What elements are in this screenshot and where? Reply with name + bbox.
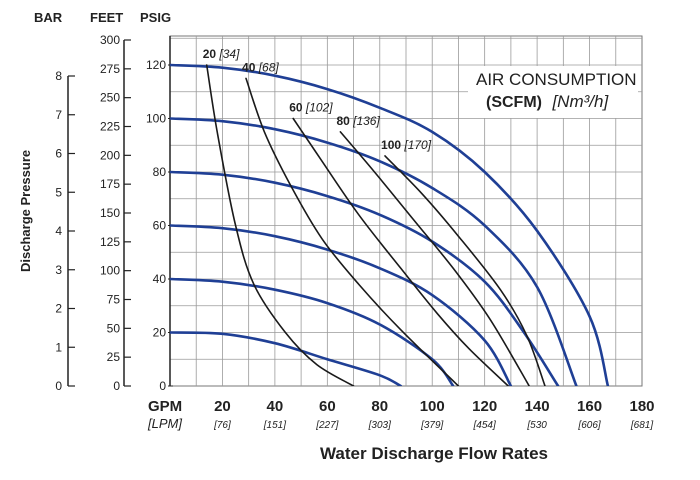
- bar-tick-label: 2: [55, 302, 62, 316]
- psig-tick-label: 40: [153, 272, 167, 286]
- x-tick-label: 120: [472, 398, 497, 415]
- feet-tick-label: 125: [100, 235, 120, 249]
- bar-tick-label: 6: [55, 147, 62, 161]
- psig-tick-label: 0: [159, 379, 166, 393]
- x-tick-label: 160: [577, 398, 602, 415]
- psig-tick-label: 20: [153, 326, 167, 340]
- feet-tick-label: 275: [100, 62, 120, 76]
- feet-axis-header: FEET: [90, 10, 123, 25]
- chart-title-line1: AIR CONSUMPTION: [476, 70, 637, 89]
- chart-title-line2: (SCFM) [Nm³/h]: [486, 92, 609, 111]
- psig-tick-label: 80: [153, 165, 167, 179]
- feet-tick-label: 25: [107, 350, 121, 364]
- x-axis-label: Water Discharge Flow Rates: [320, 444, 548, 463]
- x-tick-label: 60: [319, 398, 336, 415]
- x-tick-alt-label: [606]: [577, 420, 600, 431]
- air-curve-20-scfm: [205, 64, 355, 386]
- x-tick-label: 20: [214, 398, 231, 415]
- x-tick-alt-label: [454]: [473, 420, 496, 431]
- psig-tick-label: 120: [146, 58, 166, 72]
- bar-tick-label: 8: [55, 69, 62, 83]
- bar-tick-label: 0: [55, 379, 62, 393]
- air-curve-label: 20 [34]: [203, 47, 240, 61]
- pressure-curve-2: [170, 170, 560, 386]
- air-curve-40-scfm: [245, 77, 460, 386]
- air-curve-80-scfm: [339, 131, 530, 386]
- psig-tick-label: 100: [146, 112, 166, 126]
- psig-tick-label: 60: [153, 219, 167, 233]
- air-curve-60-scfm: [292, 117, 510, 386]
- feet-tick-label: 50: [107, 321, 121, 335]
- feet-tick-label: 200: [100, 148, 120, 162]
- feet-tick-label: 75: [107, 293, 121, 307]
- air-curve-label: 100 [170]: [381, 138, 432, 152]
- feet-tick-label: 150: [100, 206, 120, 220]
- x-tick-alt-label: [379]: [420, 420, 443, 431]
- curves-layer: [170, 63, 610, 386]
- x-tick-alt-label: [303]: [368, 420, 391, 431]
- bar-tick-label: 5: [55, 185, 62, 199]
- air-curve-labels: 20 [34]40 [68] 60 [102]80 [136]100 [170]: [203, 47, 432, 152]
- x-tick-label: 140: [525, 398, 550, 415]
- x-tick-alt-label: [530: [526, 420, 547, 431]
- bar-tick-label: 7: [55, 108, 62, 122]
- bar-tick-label: 3: [55, 263, 62, 277]
- x-tick-alt-label: [681]: [630, 420, 653, 431]
- feet-tick-label: 175: [100, 177, 120, 191]
- y-axis-label: Discharge Pressure: [18, 150, 33, 272]
- feet-tick-label: 250: [100, 91, 120, 105]
- x-tick-alt-label: [76]: [213, 420, 231, 431]
- bar-tick-label: 4: [55, 224, 62, 238]
- title-backdrop: [468, 66, 638, 118]
- pressure-curve-3: [170, 224, 513, 386]
- pressure-curve-0: [170, 63, 610, 386]
- air-curve-label: 40 [68]: [242, 60, 279, 74]
- x-tick-label: 40: [267, 398, 284, 415]
- x-tick-alt-label: [151]: [263, 420, 286, 431]
- axes: 0204060801001200255075100125150175200225…: [55, 33, 654, 431]
- x-unit-alt-label: [LPM]: [147, 416, 182, 431]
- feet-tick-label: 225: [100, 120, 120, 134]
- chart-title-bold: (SCFM): [486, 94, 542, 111]
- air-curve-label: 60 [102]: [289, 101, 333, 115]
- feet-tick-label: 0: [113, 379, 120, 393]
- psig-axis-header: PSIG: [140, 10, 171, 25]
- x-tick-label: 180: [629, 398, 654, 415]
- feet-tick-label: 300: [100, 33, 120, 47]
- x-unit-label: GPM: [148, 398, 182, 415]
- air-curve-100-scfm: [384, 155, 546, 386]
- x-tick-alt-label: [227]: [315, 420, 338, 431]
- x-tick-label: 80: [371, 398, 388, 415]
- chart-title-unit: [Nm³/h]: [551, 92, 609, 111]
- bar-tick-label: 1: [55, 340, 62, 354]
- feet-tick-label: 100: [100, 264, 120, 278]
- bar-axis-header: BAR: [34, 10, 63, 25]
- x-tick-label: 100: [420, 398, 445, 415]
- pressure-curve-4: [170, 277, 455, 386]
- air-curve-label: 80 [136]: [336, 114, 380, 128]
- pressure-curve-1: [170, 117, 578, 386]
